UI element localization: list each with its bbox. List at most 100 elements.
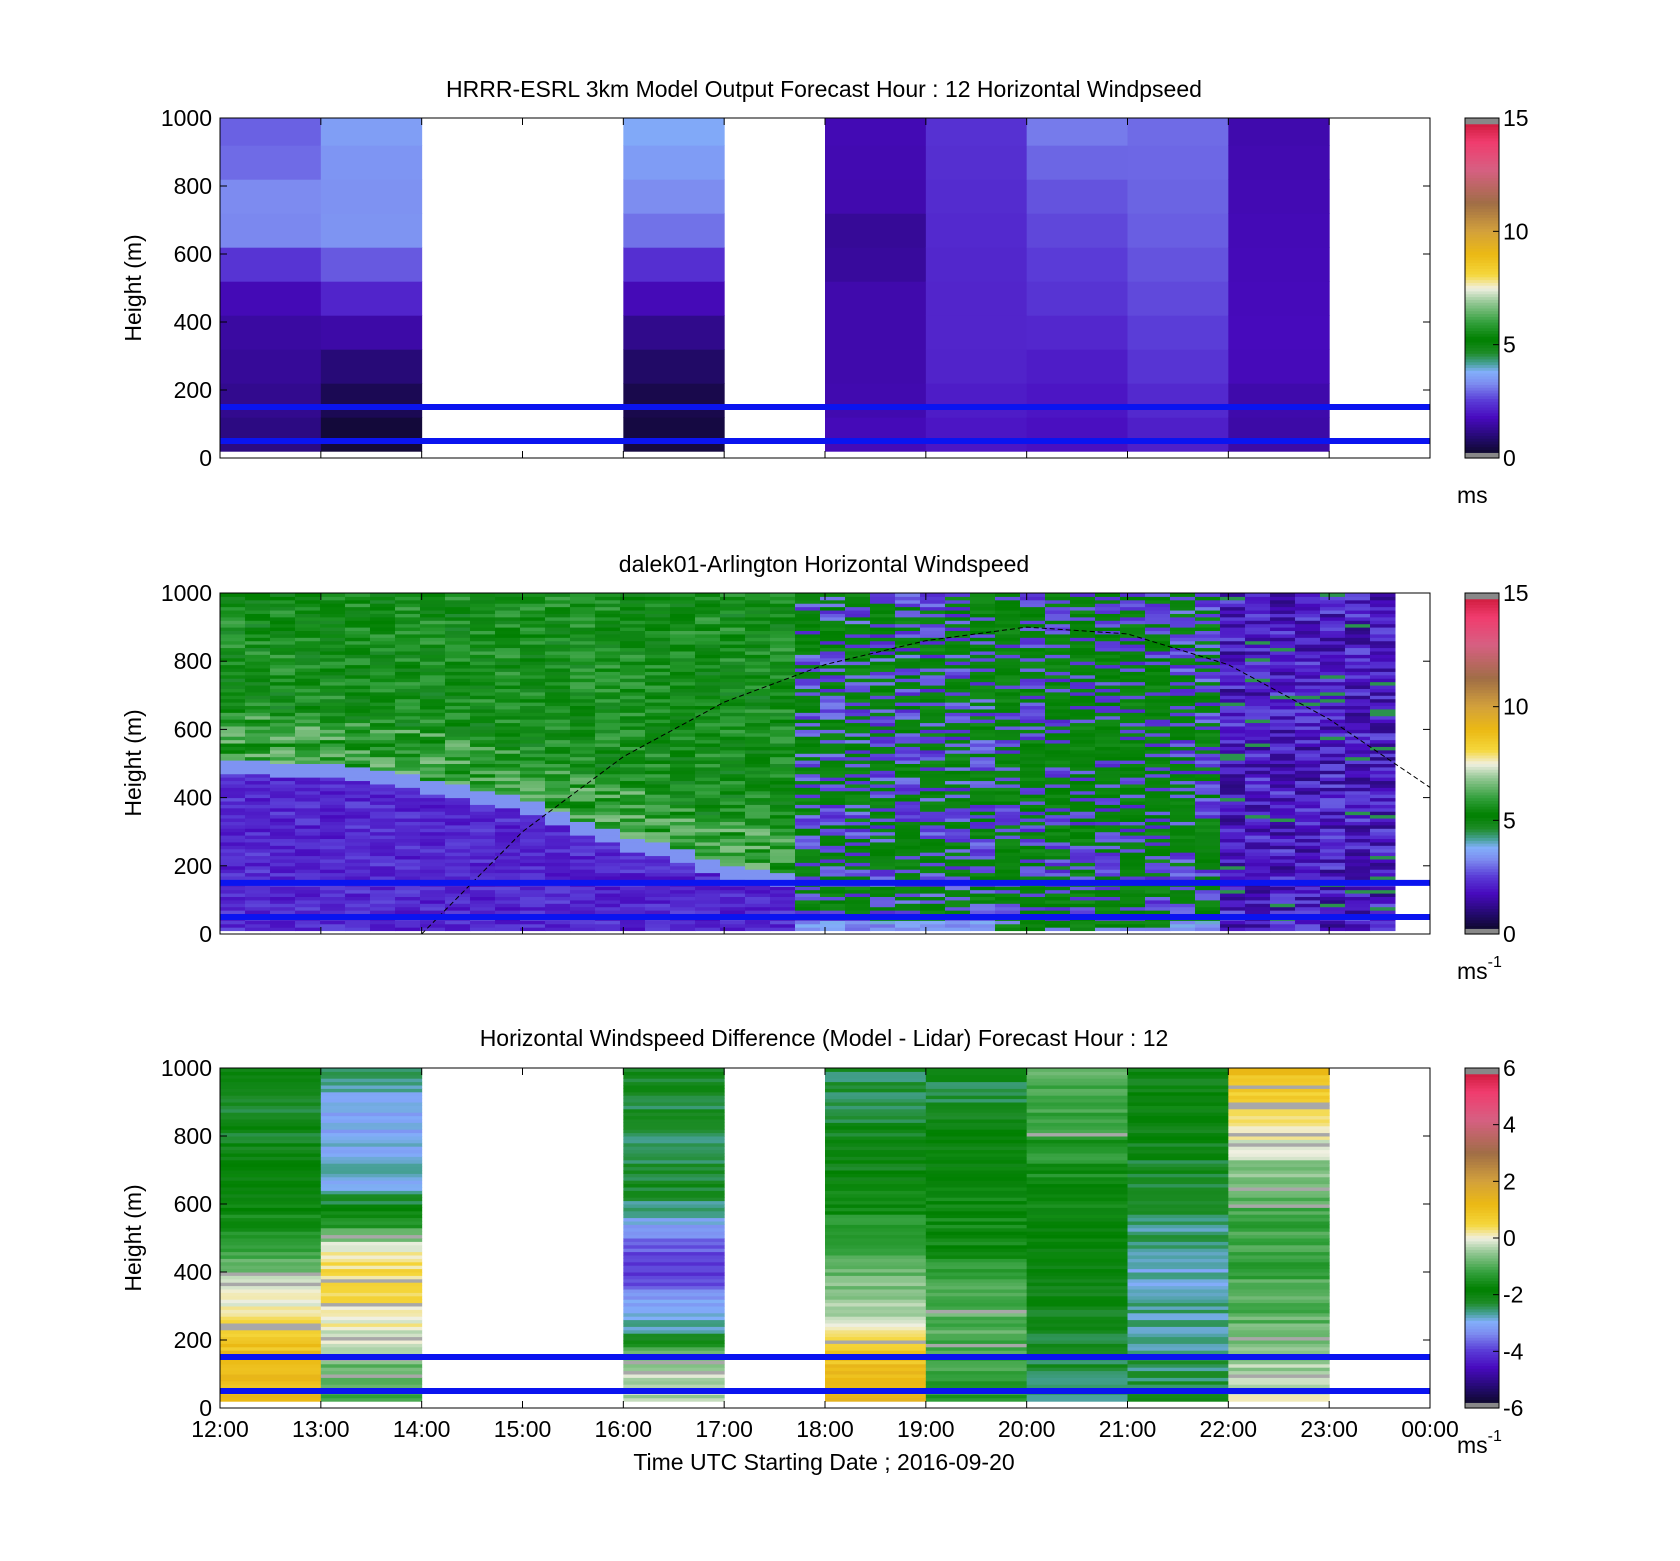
- heatmap-cell: [770, 688, 796, 693]
- heatmap-cell: [620, 811, 646, 816]
- heatmap-cell: [445, 702, 471, 707]
- heatmap-cell: [1045, 903, 1071, 908]
- heatmap-cell: [1370, 671, 1396, 676]
- heatmap-cell: [470, 848, 496, 853]
- heatmap-cell: [1295, 886, 1321, 891]
- heatmap-cell: [595, 818, 621, 822]
- heatmap-cell: [1095, 763, 1121, 768]
- heatmap-cell: [1045, 852, 1071, 857]
- heatmap-cell: [1045, 698, 1071, 703]
- heatmap-cell: [1295, 760, 1321, 764]
- heatmap-cell: [1295, 773, 1321, 778]
- heatmap-cell: [1020, 818, 1046, 822]
- heatmap-cell: [1295, 797, 1321, 802]
- heatmap-cell: [1095, 627, 1121, 632]
- heatmap-cell: [370, 637, 396, 642]
- heatmap-cell: [920, 644, 946, 649]
- colorbar-swatch: [1465, 899, 1499, 904]
- heatmap-cell: [1045, 920, 1071, 925]
- y-tick-label: 0: [199, 445, 212, 471]
- heatmap-cell: [295, 739, 321, 744]
- heatmap-cell: [845, 804, 871, 809]
- heatmap-cell: [495, 906, 521, 911]
- heatmap-cell: [1370, 596, 1396, 601]
- heatmap-cell: [1070, 828, 1096, 833]
- heatmap-cell: [1320, 736, 1346, 741]
- heatmap-cell: [1220, 715, 1246, 720]
- heatmap-cell: [1295, 780, 1321, 785]
- colorbar-swatch: [1465, 435, 1499, 439]
- heatmap-cell: [320, 179, 423, 214]
- heatmap-cell: [770, 633, 796, 638]
- heatmap-cell: [870, 630, 896, 635]
- heatmap-cell: [1345, 838, 1371, 843]
- heatmap-cell: [845, 899, 871, 904]
- heatmap-cell: [870, 896, 896, 901]
- heatmap-cell: [870, 702, 896, 707]
- heatmap-cell: [570, 766, 596, 771]
- colorbar-swatch: [1465, 171, 1499, 176]
- heatmap-cell: [220, 383, 322, 418]
- heatmap-cell: [495, 824, 521, 829]
- heatmap-cell: [645, 678, 671, 683]
- heatmap-cell: [1295, 627, 1321, 632]
- heatmap-cell: [1370, 708, 1396, 713]
- heatmap-cell: [245, 623, 271, 628]
- heatmap-cell: [1345, 903, 1371, 908]
- heatmap-cell: [1320, 838, 1346, 843]
- heatmap-cell: [620, 927, 646, 932]
- heatmap-cell: [1295, 736, 1321, 741]
- heatmap-cell: [645, 838, 671, 843]
- heatmap-cell: [695, 739, 721, 744]
- heatmap-cell: [545, 712, 571, 717]
- heatmap-cell: [770, 630, 796, 635]
- heatmap-cell: [745, 739, 771, 744]
- heatmap-cell: [345, 862, 371, 867]
- heatmap-cell: [670, 770, 696, 775]
- heatmap-cell: [620, 920, 646, 925]
- heatmap-cell: [995, 644, 1021, 649]
- heatmap-cell: [945, 743, 971, 747]
- heatmap-cell: [1295, 715, 1321, 720]
- heatmap-cell: [220, 247, 322, 282]
- heatmap-cell: [1145, 633, 1171, 638]
- heatmap-cell: [320, 899, 346, 904]
- heatmap-cell: [820, 804, 846, 809]
- heatmap-cell: [470, 627, 496, 632]
- heatmap-cell: [1220, 845, 1246, 850]
- heatmap-cell: [1070, 889, 1096, 894]
- heatmap-cell: [1195, 725, 1221, 730]
- heatmap-cell: [345, 824, 371, 829]
- heatmap-cell: [1270, 760, 1296, 764]
- heatmap-cell: [395, 821, 421, 826]
- heatmap-cell: [595, 780, 621, 785]
- heatmap-cell: [1145, 841, 1171, 846]
- heatmap-cell: [420, 828, 446, 833]
- heatmap-cell: [795, 756, 821, 761]
- heatmap-cell: [395, 766, 421, 771]
- heatmap-cell: [970, 804, 996, 809]
- heatmap-cell: [645, 681, 671, 686]
- heatmap-cell: [1020, 674, 1046, 679]
- heatmap-cell: [870, 715, 896, 720]
- heatmap-cell: [1295, 818, 1321, 822]
- heatmap-cell: [670, 766, 696, 771]
- heatmap-cell: [920, 678, 946, 683]
- heatmap-cell: [295, 807, 321, 812]
- heatmap-cell: [920, 729, 946, 734]
- heatmap-cell: [1070, 627, 1096, 632]
- heatmap-cell: [1070, 702, 1096, 707]
- heatmap-cell: [1045, 691, 1071, 696]
- colorbar-swatch: [1465, 231, 1499, 235]
- heatmap-cell: [895, 739, 921, 744]
- heatmap-cell: [745, 862, 771, 867]
- heatmap-cell: [420, 732, 446, 737]
- heatmap-cell: [395, 858, 421, 863]
- heatmap-cell: [745, 671, 771, 676]
- heatmap-cell: [1270, 620, 1296, 625]
- heatmap-cell: [1095, 790, 1121, 795]
- heatmap-cell: [820, 657, 846, 662]
- heatmap-cell: [1095, 719, 1121, 724]
- heatmap-cell: [845, 729, 871, 734]
- heatmap-cell: [395, 599, 421, 604]
